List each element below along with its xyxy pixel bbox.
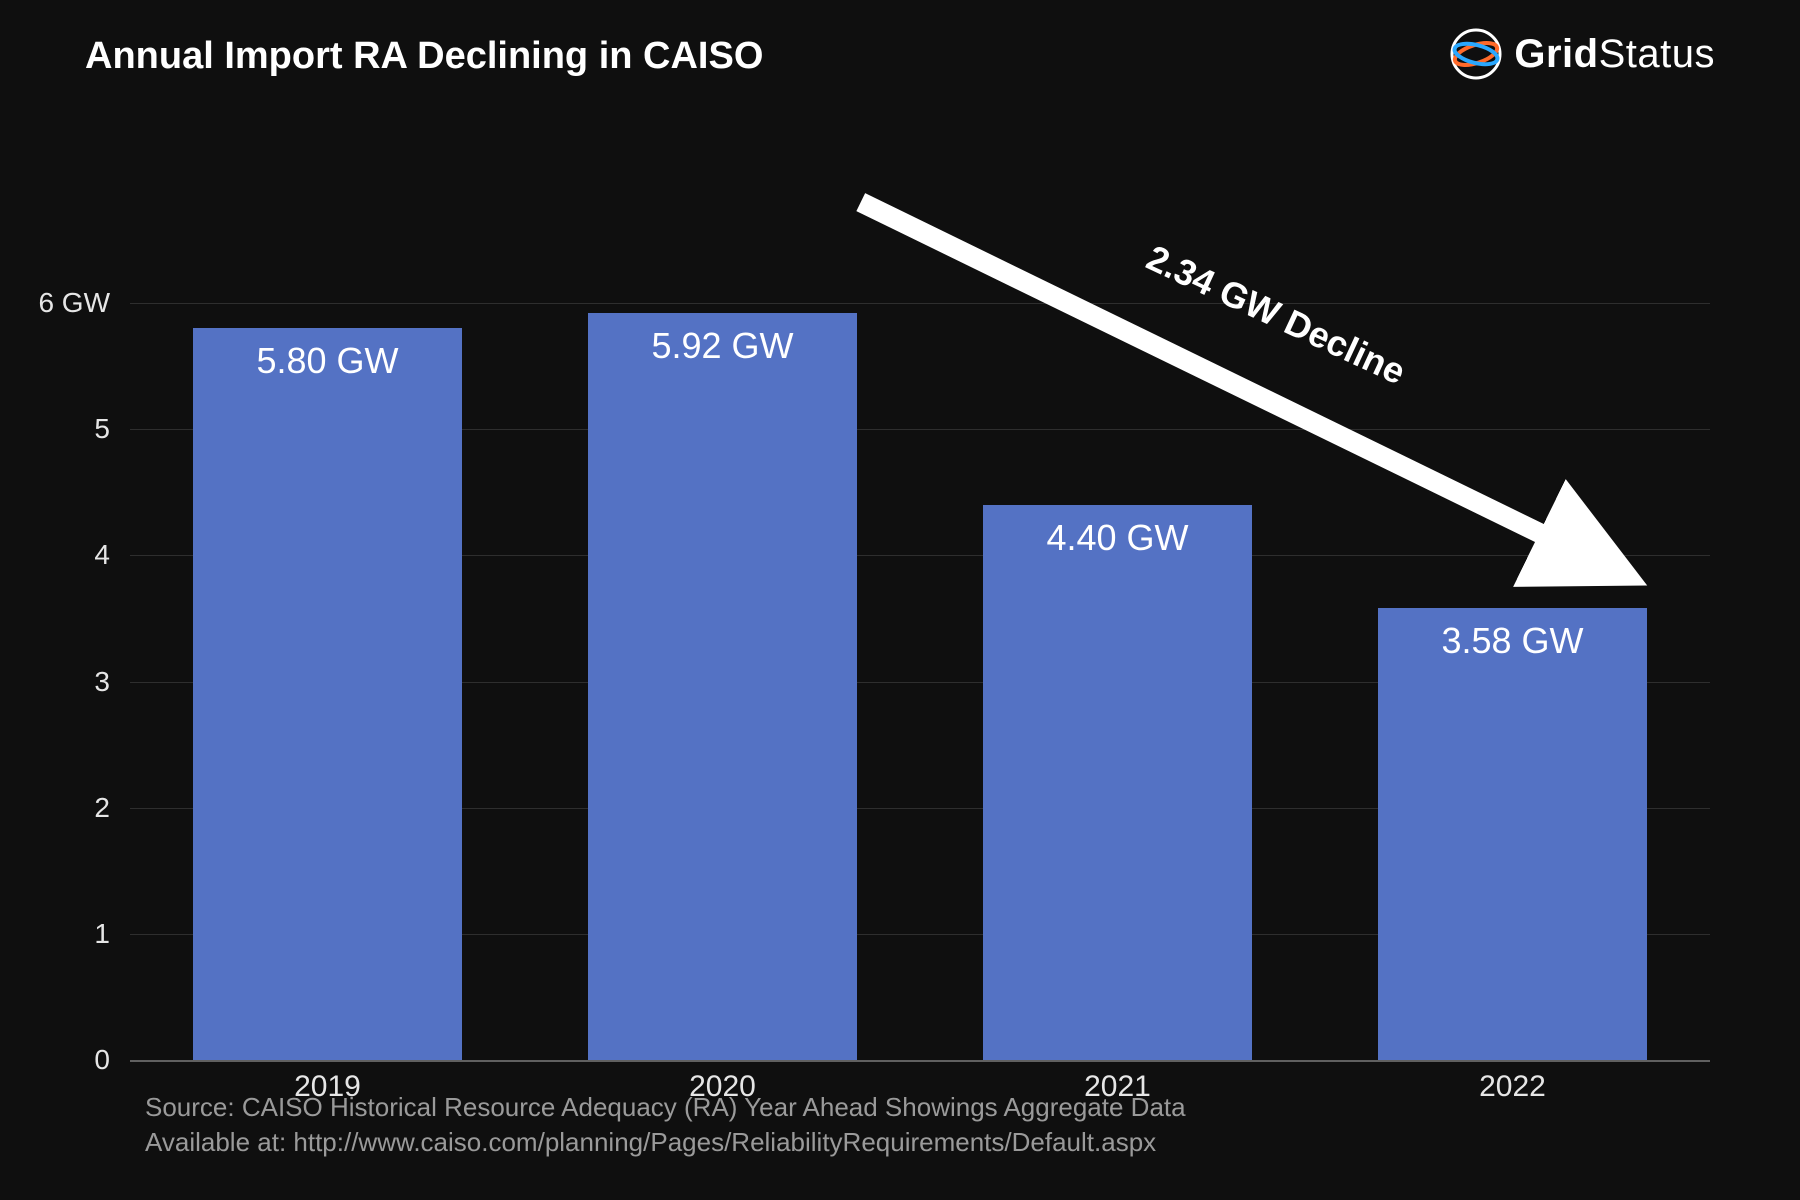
brand-logo: GridStatus xyxy=(1450,28,1715,80)
source-line: Available at: http://www.caiso.com/plann… xyxy=(145,1125,1186,1160)
y-tick-label: 6 GW xyxy=(38,287,110,319)
bar xyxy=(983,505,1252,1060)
x-axis-line xyxy=(130,1060,1710,1062)
bar xyxy=(1378,608,1647,1060)
chart-title: Annual Import RA Declining in CAISO xyxy=(85,35,763,78)
decline-annotation-text: 2.34 GW Decline xyxy=(1140,237,1412,393)
y-tick-label: 2 xyxy=(94,792,110,824)
y-tick-label: 4 xyxy=(94,539,110,571)
y-tick-label: 5 xyxy=(94,413,110,445)
bar-value-label: 3.58 GW xyxy=(1378,620,1647,662)
bar-value-label: 5.92 GW xyxy=(588,325,857,367)
gridline xyxy=(130,303,1710,304)
bar-chart: 0123456 GW5.80 GW20195.92 GW20204.40 GW2… xyxy=(130,240,1710,1060)
gridstatus-icon xyxy=(1450,28,1502,80)
y-tick-label: 3 xyxy=(94,666,110,698)
x-tick-label: 2022 xyxy=(1479,1070,1546,1104)
y-tick-label: 0 xyxy=(94,1044,110,1076)
bar-value-label: 4.40 GW xyxy=(983,517,1252,559)
bar xyxy=(193,328,462,1060)
source-attribution: Source: CAISO Historical Resource Adequa… xyxy=(145,1090,1186,1160)
y-tick-label: 1 xyxy=(94,918,110,950)
source-line: Source: CAISO Historical Resource Adequa… xyxy=(145,1090,1186,1125)
brand-text: GridStatus xyxy=(1514,32,1715,77)
bar-value-label: 5.80 GW xyxy=(193,340,462,382)
bar xyxy=(588,313,857,1060)
